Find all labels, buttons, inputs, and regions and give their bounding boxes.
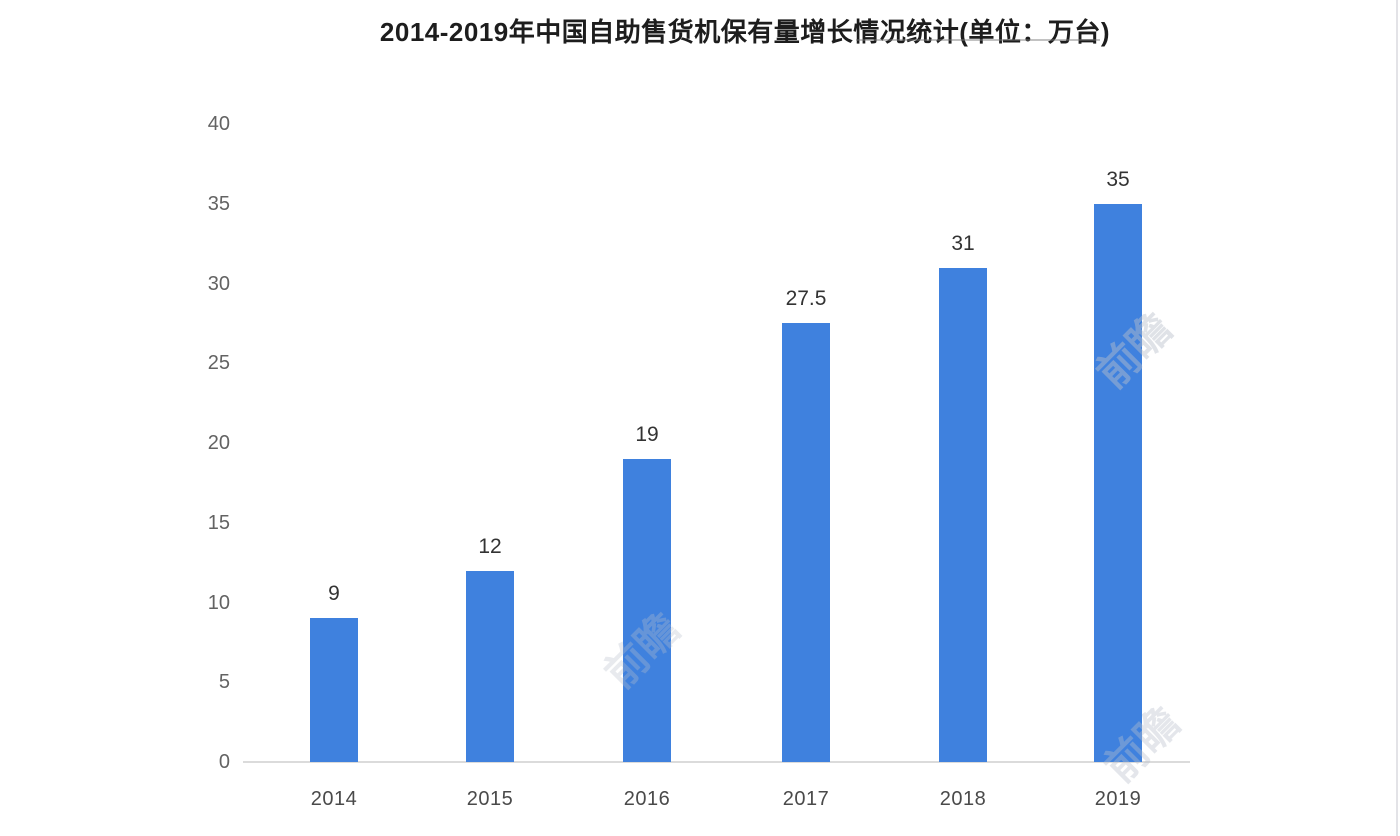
x-tick-label: 2016 — [623, 788, 671, 810]
x-tick-label: 2017 — [782, 788, 830, 810]
y-tick-label: 20 — [207, 432, 230, 454]
y-tick-label: 0 — [218, 751, 230, 773]
value-label: 9 — [328, 582, 340, 606]
value-label: 27.5 — [785, 287, 827, 311]
bar-2019 — [1094, 203, 1142, 762]
bar-2017 — [782, 323, 830, 762]
y-tick-label: 5 — [218, 671, 230, 694]
y-tick-label: 35 — [207, 192, 230, 215]
value-label: 12 — [478, 534, 502, 558]
value-label: 19 — [635, 422, 659, 446]
bar-2014 — [310, 618, 358, 762]
image-edge-line — [1396, 0, 1398, 836]
x-tick-label: 2014 — [310, 788, 358, 810]
y-tick-label: 25 — [207, 352, 230, 375]
value-label: 35 — [1106, 167, 1130, 191]
x-tick-label: 2015 — [466, 788, 514, 810]
x-axis-line — [243, 761, 1190, 763]
y-tick-label: 40 — [207, 113, 230, 135]
y-tick-label: 30 — [207, 272, 230, 295]
x-tick-label: 2018 — [939, 788, 987, 810]
bar-2015 — [466, 570, 514, 762]
x-tick-label: 2019 — [1094, 788, 1142, 810]
bar-2018 — [939, 267, 987, 762]
value-label: 31 — [951, 231, 975, 255]
bar-2016 — [623, 458, 671, 762]
chart-title: 2014-2019年中国自助售货机保有量增长情况统计(单位：万台) — [379, 17, 1111, 47]
y-tick-label: 15 — [207, 511, 230, 534]
scan-artifact-line — [856, 39, 1100, 41]
y-tick-label: 10 — [207, 591, 230, 614]
